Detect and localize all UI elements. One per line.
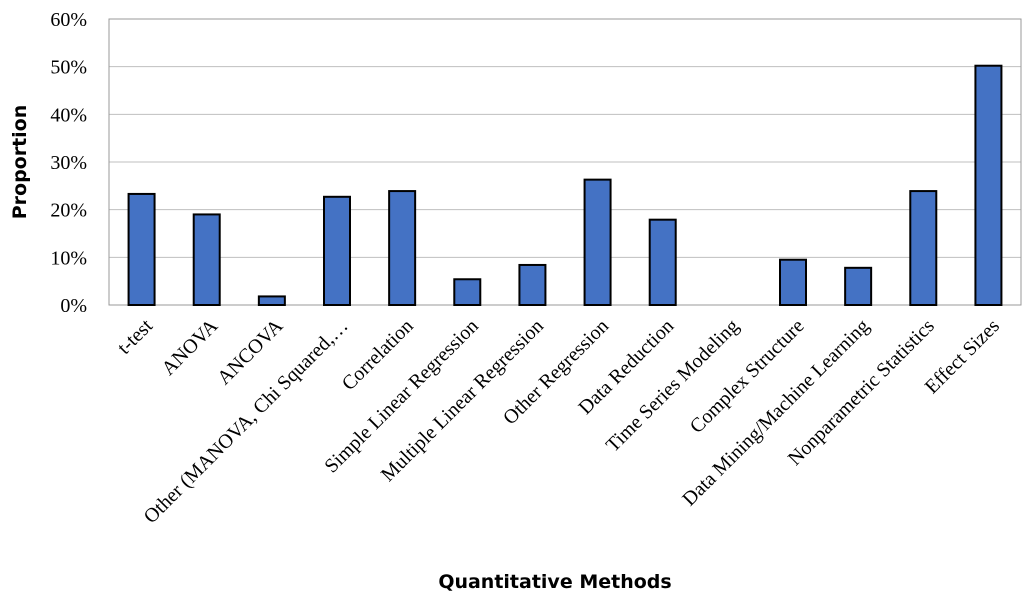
bar	[453, 278, 482, 307]
bar	[779, 258, 807, 307]
x-tick-label: ANOVA	[157, 315, 222, 380]
y-tick-label: 60%	[50, 9, 87, 31]
x-axis-title: Quantitative Methods	[438, 571, 671, 593]
bar	[323, 195, 351, 306]
bar	[909, 190, 938, 306]
bar	[648, 218, 677, 306]
x-tick-label: Complex Structure	[686, 315, 809, 438]
y-tick-label: 30%	[50, 152, 87, 174]
bar	[583, 178, 612, 307]
y-tick-label: 0%	[60, 295, 87, 317]
y-tick-labels: 0% 10% 20% 30% 40% 50% 60%	[50, 9, 87, 317]
bar	[388, 190, 417, 306]
y-tick-label: 20%	[50, 200, 87, 222]
bar	[974, 64, 1003, 306]
y-tick-label: 40%	[50, 104, 87, 126]
plot-frame	[108, 18, 1022, 306]
x-tick-label: t-test	[113, 315, 157, 359]
bar	[518, 263, 547, 306]
gridlines	[108, 18, 1022, 306]
bar	[192, 213, 221, 306]
bar	[844, 266, 873, 307]
bar	[257, 295, 286, 307]
y-tick-label: 50%	[50, 57, 87, 79]
y-tick-label: 10%	[50, 247, 87, 269]
bar	[127, 192, 156, 306]
bars	[127, 64, 1003, 307]
y-axis-title: Proportion	[9, 105, 31, 220]
